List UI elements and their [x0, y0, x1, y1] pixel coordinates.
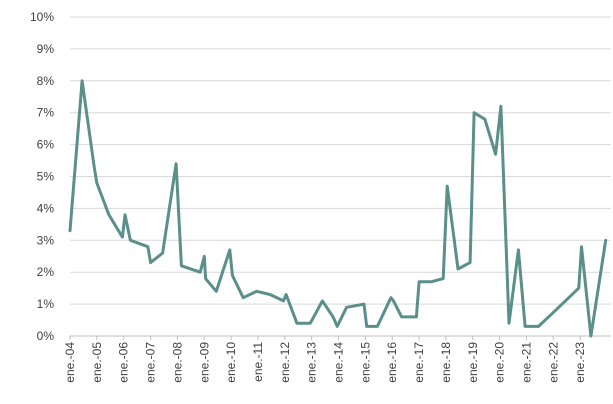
y-tick-label: 5%	[37, 170, 55, 184]
y-tick-label: 7%	[37, 106, 55, 120]
x-tick-label: ene.-09	[197, 342, 211, 383]
x-tick-label: ene.-21	[519, 342, 533, 383]
y-tick-label: 9%	[37, 42, 55, 56]
x-tick-label: ene.-16	[385, 342, 399, 383]
y-tick-label: 6%	[37, 138, 55, 152]
x-axis-tick-labels: ene.-04 ene.-05 ene.-06 ene.-07 ene.-08 ene.-…	[63, 336, 587, 383]
x-tick-label: ene.-19	[466, 342, 480, 383]
x-tick-label: ene.-18	[439, 342, 453, 383]
x-tick-label: ene.-05	[90, 342, 104, 383]
x-tick-label: ene.-14	[332, 342, 346, 383]
x-tick-label: ene.-06	[117, 342, 131, 383]
y-tick-label: 3%	[37, 233, 55, 247]
x-tick-label: ene.-10	[224, 342, 238, 383]
y-tick-label: 1%	[37, 297, 55, 311]
y-tick-label: 0%	[37, 329, 55, 343]
x-tick-label: ene.-11	[251, 342, 265, 382]
y-tick-label: 2%	[37, 265, 55, 279]
series-layer	[68, 79, 608, 338]
x-tick-label: ene.-20	[493, 342, 507, 383]
y-tick-label: 10%	[30, 10, 54, 24]
x-tick-label: ene.-07	[144, 342, 158, 383]
y-axis-tick-labels: 0% 1% 2% 3% 4% 5% 6% 7% 8% 9% 10%	[30, 10, 54, 343]
x-tick-label: ene.-17	[412, 342, 426, 383]
x-tick-label: ene.-22	[546, 342, 560, 383]
x-tick-label: ene.-12	[278, 342, 292, 383]
x-tick-label: ene.-13	[305, 342, 319, 383]
x-tick-label: ene.-08	[170, 342, 184, 383]
gridlines	[70, 16, 611, 305]
series-line	[68, 79, 608, 338]
x-tick-label: ene.-15	[358, 342, 372, 383]
x-tick-label: ene.-04	[63, 342, 77, 383]
y-tick-label: 8%	[37, 74, 55, 88]
x-tick-label: ene.-23	[573, 342, 587, 383]
y-tick-label: 4%	[37, 201, 55, 215]
